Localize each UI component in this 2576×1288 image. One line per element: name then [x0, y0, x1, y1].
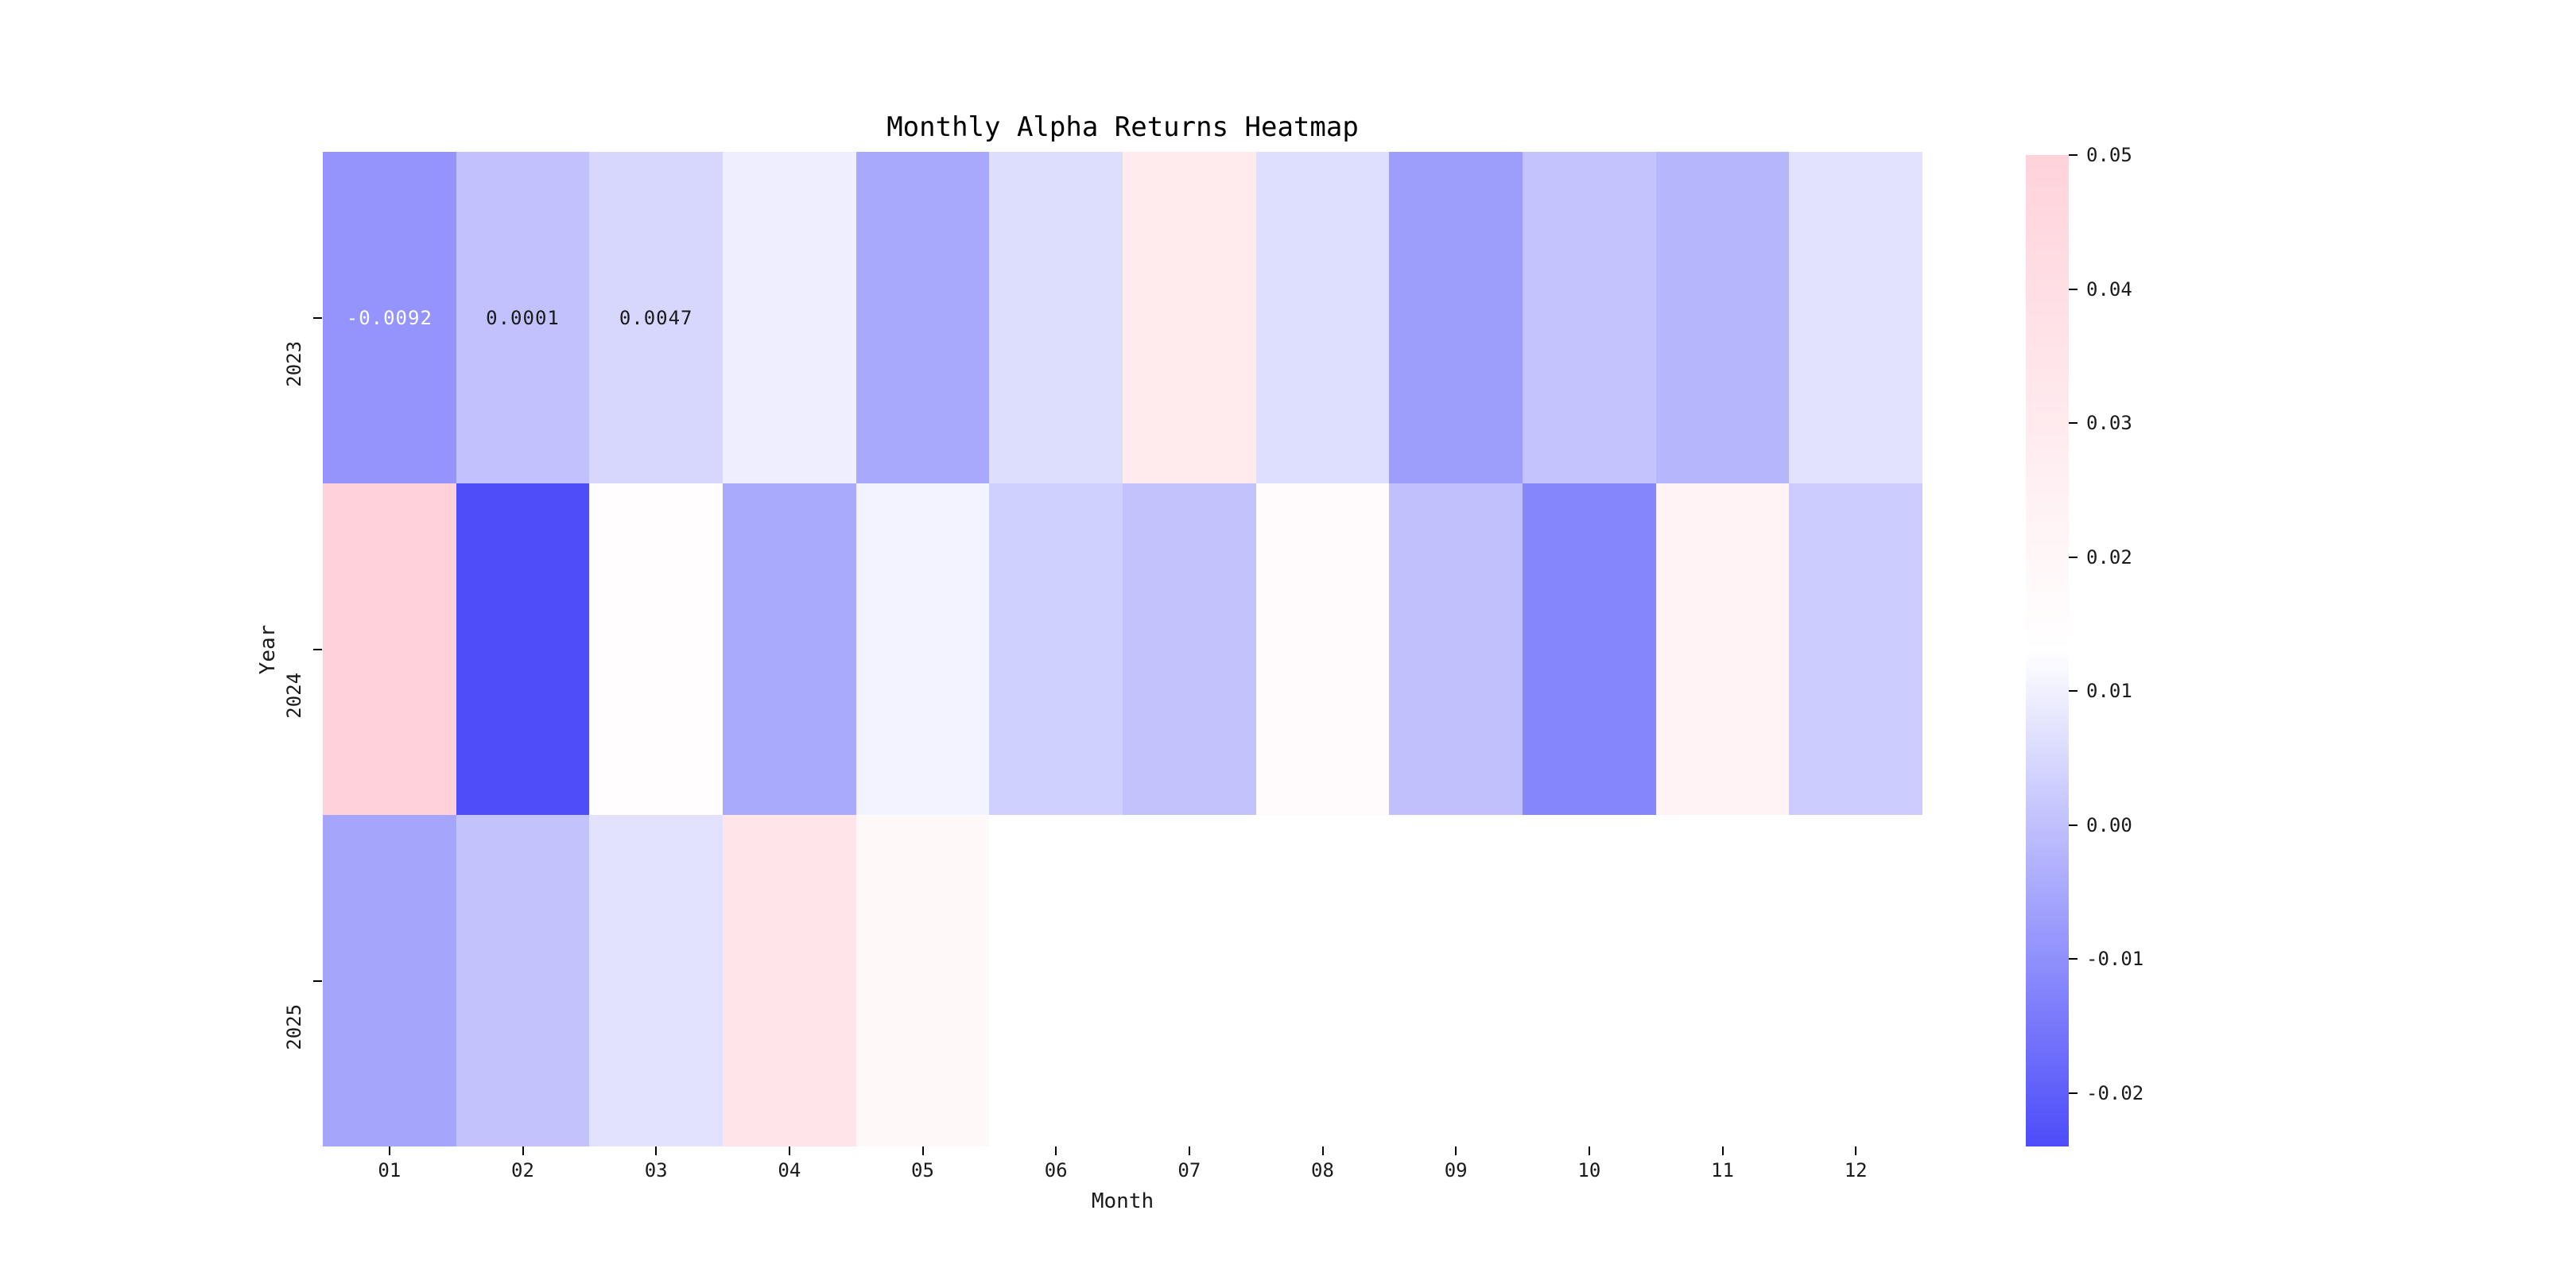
cell-annotation: 0.0001 — [486, 306, 560, 329]
colorbar-tick-mark — [2069, 422, 2077, 425]
heatmap-cell — [723, 483, 856, 815]
colorbar-tick-mark — [2069, 690, 2077, 692]
heatmap-cell — [1389, 815, 1523, 1146]
heatmap-cell — [1655, 483, 1790, 815]
y-tick-mark — [313, 648, 322, 650]
x-tick-mark — [655, 1146, 658, 1155]
heatmap-cell — [1123, 815, 1256, 1146]
heatmap-cell — [1523, 152, 1656, 483]
heatmap-cell — [1255, 815, 1390, 1146]
heatmap-cell — [456, 483, 590, 815]
heatmap-cell — [1255, 483, 1390, 815]
heatmap-cell — [1389, 483, 1523, 815]
y-tick-mark — [313, 316, 322, 319]
colorbar-tick-label: 0.00 — [2086, 813, 2132, 836]
x-tick-label: 01 — [378, 1159, 402, 1181]
heatmap-cell — [1655, 815, 1790, 1146]
y-tick-mark — [313, 980, 322, 982]
x-tick-mark — [921, 1146, 924, 1155]
heatmap-cell — [1255, 152, 1390, 483]
x-tick-mark — [1455, 1146, 1457, 1155]
heatmap-cell — [589, 815, 723, 1146]
heatmap-cell — [323, 815, 456, 1146]
heatmap-cell — [1123, 152, 1256, 483]
heatmap-cell — [723, 815, 856, 1146]
x-tick-label: 06 — [1044, 1159, 1068, 1181]
colorbar-tick-label: -0.02 — [2086, 1081, 2144, 1104]
heatmap-grid: -0.0092 0.0001 0.0047 — [323, 152, 1922, 1146]
heatmap-cell — [1789, 152, 1922, 483]
heatmap-cell: -0.0092 — [323, 152, 456, 483]
heatmap-cell — [1389, 152, 1523, 483]
x-tick-mark — [1055, 1146, 1057, 1155]
x-tick-mark — [1721, 1146, 1724, 1155]
y-axis-label: Year — [256, 624, 280, 674]
heatmap-cell — [1789, 483, 1922, 815]
x-tick-label: 08 — [1311, 1159, 1334, 1181]
x-tick-label: 09 — [1444, 1159, 1468, 1181]
colorbar-tick-label: 0.05 — [2086, 144, 2132, 166]
x-tick-label: 11 — [1711, 1159, 1734, 1181]
x-tick-mark — [1855, 1146, 1857, 1155]
heatmap-cell — [1523, 483, 1656, 815]
colorbar-tick-mark — [2069, 556, 2077, 558]
y-tick-label: 2023 — [283, 340, 305, 387]
heatmap-cell — [589, 483, 723, 815]
y-tick-label: 2024 — [283, 672, 305, 719]
heatmap-cell — [855, 152, 990, 483]
colorbar-tick-label: 0.04 — [2086, 277, 2132, 301]
x-tick-label: 05 — [911, 1159, 934, 1181]
colorbar-tick-label: 0.02 — [2086, 545, 2132, 568]
x-tick-mark — [388, 1146, 390, 1155]
colorbar-tick-mark — [2069, 154, 2077, 156]
chart-title: Monthly Alpha Returns Heatmap — [886, 111, 1359, 143]
colorbar-tick-label: -0.01 — [2086, 948, 2144, 971]
heatmap-cell — [989, 152, 1123, 483]
heatmap-cell — [1655, 152, 1790, 483]
x-tick-mark — [1588, 1146, 1590, 1155]
x-tick-label: 10 — [1577, 1159, 1601, 1181]
colorbar — [2026, 155, 2069, 1146]
colorbar-tick-mark — [2069, 958, 2077, 960]
x-tick-mark — [1188, 1146, 1190, 1155]
colorbar-tick-mark — [2069, 288, 2077, 290]
x-tick-mark — [522, 1146, 524, 1155]
x-tick-label: 04 — [778, 1159, 801, 1181]
colorbar-tick-label: 0.03 — [2086, 412, 2132, 435]
y-tick-label: 2025 — [283, 1003, 305, 1050]
heatmap-cell — [989, 815, 1123, 1146]
cell-annotation: -0.0092 — [346, 306, 433, 329]
x-tick-label: 12 — [1844, 1159, 1868, 1181]
heatmap-cell — [723, 152, 856, 483]
x-tick-label: 03 — [644, 1159, 668, 1181]
heatmap-cell — [989, 483, 1123, 815]
heatmap-cell — [1523, 815, 1656, 1146]
x-tick-mark — [1321, 1146, 1324, 1155]
x-axis-label: Month — [1091, 1189, 1154, 1213]
x-tick-label: 02 — [511, 1159, 534, 1181]
colorbar-tick-mark — [2069, 824, 2077, 826]
heatmap-cell — [456, 815, 590, 1146]
colorbar-tick-mark — [2069, 1092, 2077, 1094]
heatmap-cell — [1123, 483, 1256, 815]
heatmap-cell — [855, 815, 990, 1146]
colorbar-tick-label: 0.01 — [2086, 680, 2132, 703]
heatmap-cell — [323, 483, 456, 815]
heatmap-cell: 0.0047 — [589, 152, 723, 483]
colorbar-gradient — [2026, 155, 2069, 1146]
x-tick-label: 07 — [1177, 1159, 1201, 1181]
heatmap-cell — [855, 483, 990, 815]
cell-annotation: 0.0047 — [619, 306, 693, 329]
heatmap-cell: 0.0001 — [456, 152, 590, 483]
heatmap-cell — [1789, 815, 1922, 1146]
x-tick-mark — [788, 1146, 790, 1155]
